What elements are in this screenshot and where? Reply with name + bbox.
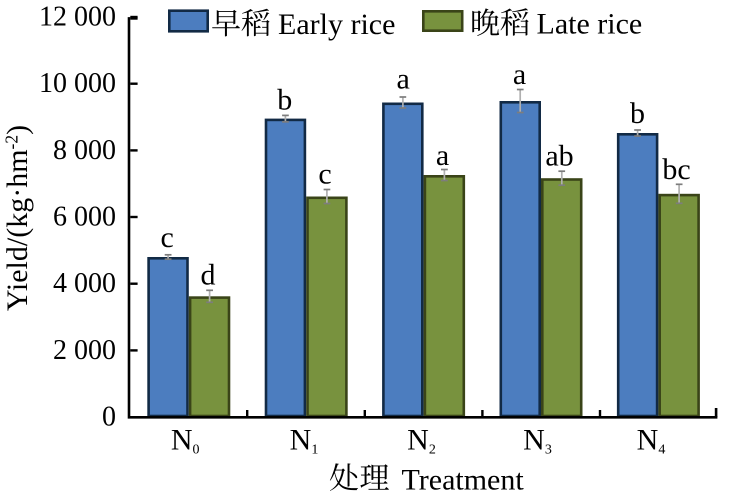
svg-text:6 000: 6 000: [53, 202, 116, 233]
svg-text:b: b: [630, 97, 645, 130]
svg-text:ab: ab: [545, 140, 573, 173]
svg-text:4 000: 4 000: [53, 268, 116, 299]
svg-text:10 000: 10 000: [39, 68, 116, 99]
svg-text:b: b: [277, 84, 292, 117]
svg-text:a: a: [513, 58, 526, 91]
svg-text:12 000: 12 000: [39, 2, 116, 33]
svg-text:0: 0: [102, 402, 116, 433]
svg-text:a: a: [436, 139, 449, 172]
svg-text:Early rice: Early rice: [278, 8, 395, 41]
svg-text:c: c: [318, 158, 331, 191]
svg-text:2 000: 2 000: [53, 335, 116, 366]
svg-text:c: c: [161, 221, 174, 254]
svg-text:Yield/(kg·hm-2): Yield/(kg·hm-2): [1, 125, 34, 311]
svg-text:8 000: 8 000: [53, 135, 116, 166]
svg-text:d: d: [201, 259, 216, 292]
svg-text:Late rice: Late rice: [537, 8, 643, 41]
svg-text:bc: bc: [662, 153, 690, 186]
svg-text:a: a: [397, 62, 410, 95]
svg-text:Treatment: Treatment: [402, 464, 525, 497]
